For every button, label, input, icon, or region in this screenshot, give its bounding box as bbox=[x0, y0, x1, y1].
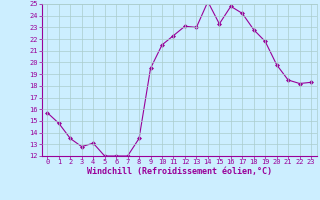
X-axis label: Windchill (Refroidissement éolien,°C): Windchill (Refroidissement éolien,°C) bbox=[87, 167, 272, 176]
